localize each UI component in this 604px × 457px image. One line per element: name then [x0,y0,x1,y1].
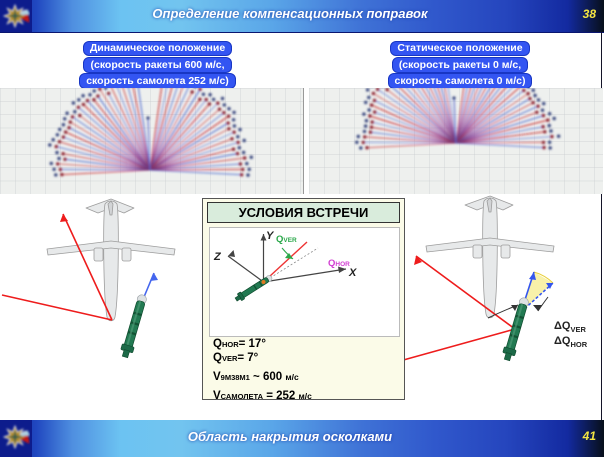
svg-text:Z: Z [213,251,222,263]
svg-text:QHOR: QHOR [328,258,350,269]
svg-text:QVER: QVER [276,234,297,245]
svg-text:X: X [348,267,357,279]
svg-text:ΔQHOR: ΔQHOR [554,335,588,349]
svg-text:ΔQVER: ΔQVER [554,320,586,334]
svg-text:Y: Y [266,230,275,242]
